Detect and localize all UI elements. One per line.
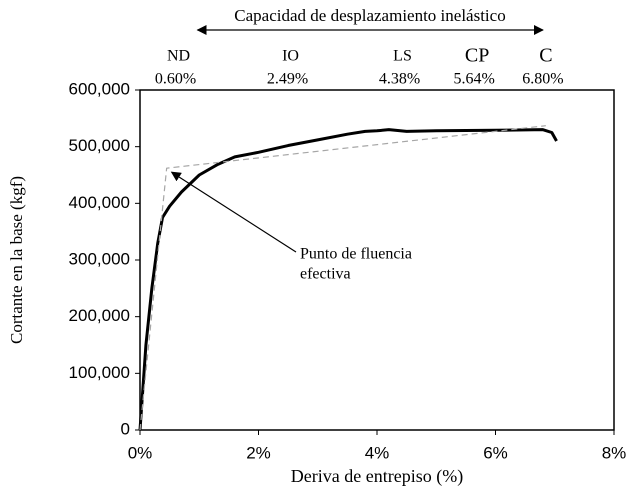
level-name: IO (282, 48, 299, 65)
x-axis-label: Deriva de entrepiso (%) (291, 466, 463, 487)
y-tick-label: 600,000 (69, 79, 130, 98)
y-tick-label: 400,000 (69, 193, 130, 212)
x-tick-label: 0% (128, 443, 153, 462)
y-tick-label: 500,000 (69, 136, 130, 155)
level-value: 2.49% (267, 71, 308, 88)
y-tick-label: 100,000 (69, 363, 130, 382)
level-value: 5.64% (454, 71, 495, 88)
level-value: 6.80% (522, 71, 563, 88)
x-tick-label: 4% (365, 443, 390, 462)
y-tick-label: 0 (121, 419, 130, 438)
level-value: 0.60% (155, 71, 196, 88)
level-value: 4.38% (379, 71, 420, 88)
level-name: ND (167, 48, 190, 65)
bilinear-line (139, 125, 546, 431)
plot-frame (139, 89, 615, 431)
x-tick-label: 2% (246, 443, 271, 462)
annotation-text: efectiva (300, 266, 351, 283)
level-name: LS (393, 48, 412, 65)
annotation-arrow (170, 171, 297, 253)
level-name: C (539, 45, 552, 67)
y-tick-label: 300,000 (69, 249, 130, 268)
y-tick-label: 200,000 (69, 306, 130, 325)
x-tick-label: 6% (483, 443, 508, 462)
x-tick-label: 8% (602, 443, 627, 462)
level-name: CP (465, 45, 489, 67)
range-label: Capacidad de desplazamiento inelástico (234, 6, 505, 25)
y-axis-label: Cortante en la base (kgf) (7, 176, 26, 344)
annotation-text: Punto de fluencia (300, 246, 412, 263)
